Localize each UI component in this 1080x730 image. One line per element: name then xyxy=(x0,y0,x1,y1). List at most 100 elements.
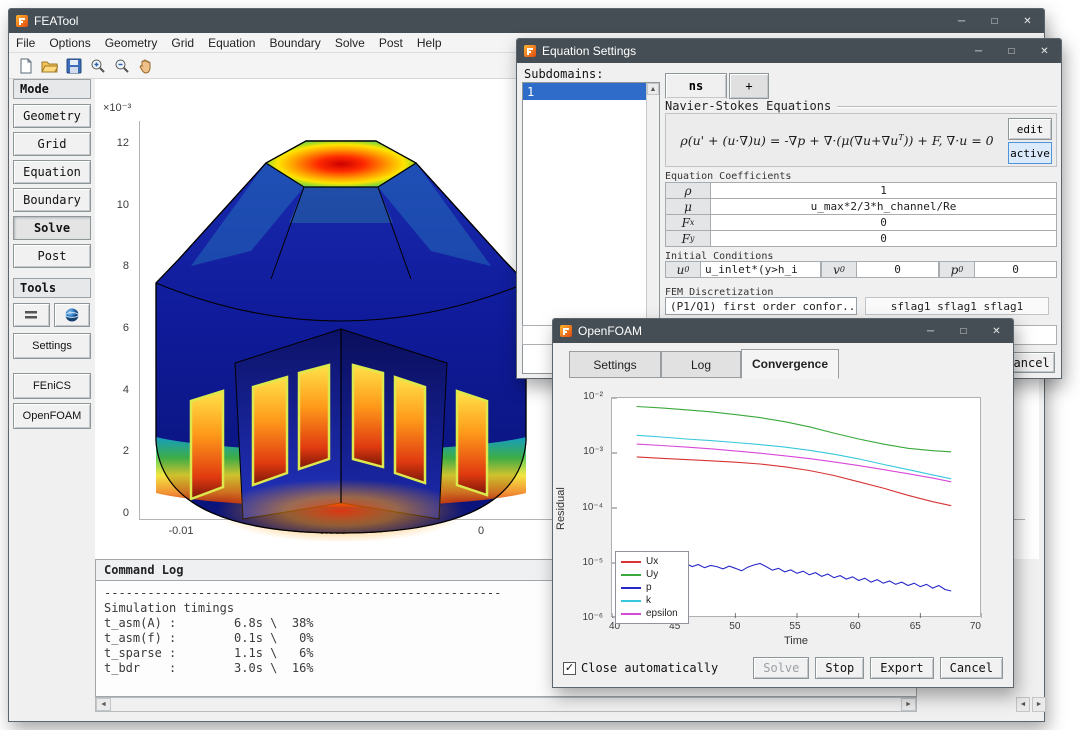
pan-icon[interactable] xyxy=(134,55,157,77)
equation-tool-button[interactable] xyxy=(13,303,50,327)
close-icon[interactable]: ✕ xyxy=(1040,45,1049,57)
close-automatically-checkbox[interactable]: ✓ xyxy=(563,661,576,675)
tab-add-equation[interactable]: + xyxy=(729,73,769,99)
close-automatically-label: Close automatically xyxy=(581,661,719,675)
rho-symbol: ρ xyxy=(665,182,711,199)
sidebar-item-equation[interactable]: Equation xyxy=(13,160,91,184)
fem-shape-function-dropdown[interactable]: (P1/Q1) first order confor... xyxy=(665,297,857,315)
menu-equation[interactable]: Equation xyxy=(208,35,256,50)
zoom-out-icon[interactable] xyxy=(110,55,133,77)
sidebar-item-post[interactable]: Post xyxy=(13,244,91,268)
log-line: t_bdr : 3.0s \ 16% xyxy=(104,661,314,675)
rho-value-field[interactable]: 1 xyxy=(711,182,1057,199)
log-line: t_asm(A) : 6.8s \ 38% xyxy=(104,616,314,630)
mu-value-field[interactable]: u_max*2/3*h_channel/Re xyxy=(711,198,1057,215)
close-icon[interactable]: ✕ xyxy=(1023,15,1032,27)
maximize-icon[interactable]: □ xyxy=(991,15,998,27)
minimize-icon[interactable]: ─ xyxy=(957,15,966,27)
log-horizontal-scrollbar[interactable]: ◄ ► xyxy=(95,697,917,712)
tab-log[interactable]: Log xyxy=(661,351,741,378)
equation-display-panel: ρ(u' + (u·∇)u) = -∇p + ∇·(μ(∇u+∇uT)) + F… xyxy=(665,113,1057,167)
fenics-button[interactable]: FEniCS xyxy=(13,373,91,399)
openfoam-button[interactable]: OpenFOAM xyxy=(13,403,91,429)
menu-options[interactable]: Options xyxy=(49,35,91,50)
tools-header: Tools xyxy=(13,278,91,298)
listbox-scrollbar[interactable]: ▲ xyxy=(646,83,659,373)
p0-value-field[interactable]: 0 xyxy=(975,261,1057,278)
subdomain-list-item-selected[interactable]: 1 xyxy=(523,83,646,100)
scroll-right-icon[interactable]: ► xyxy=(901,698,916,711)
coefficient-row-mu: μ u_max*2/3*h_channel/Re xyxy=(665,198,1057,215)
heat-exchanger-3d-model xyxy=(155,140,527,541)
cancel-button[interactable]: Cancel xyxy=(939,657,1003,679)
settings-button[interactable]: Settings xyxy=(13,333,91,359)
y-tick: 2 xyxy=(122,445,129,458)
save-icon[interactable] xyxy=(62,55,85,77)
sidebar: Mode Geometry Grid Equation Boundary Sol… xyxy=(12,79,94,433)
u0-value-field[interactable]: u_inlet*(y>h_i xyxy=(701,261,821,278)
edit-equation-button[interactable]: edit xyxy=(1008,118,1052,140)
y-tick: 10⁻⁶ xyxy=(582,612,603,623)
app-icon xyxy=(524,45,536,57)
y-tick: 10⁻² xyxy=(583,391,603,402)
fy-value-field[interactable]: 0 xyxy=(711,230,1057,247)
sidebar-item-geometry[interactable]: Geometry xyxy=(13,104,91,128)
cancel-button[interactable]: Cancel xyxy=(1001,352,1055,373)
minimize-icon[interactable]: ─ xyxy=(974,45,983,57)
equation-dialog-titlebar[interactable]: Equation Settings ─ □ ✕ xyxy=(517,39,1061,63)
export-button[interactable]: Export xyxy=(870,657,934,679)
close-icon[interactable]: ✕ xyxy=(992,325,1001,337)
mode-header: Mode xyxy=(13,79,91,99)
menu-boundary[interactable]: Boundary xyxy=(269,35,321,50)
solve-button[interactable]: Solve xyxy=(753,657,810,679)
maximize-icon[interactable]: □ xyxy=(960,325,967,337)
ux-line-sample xyxy=(621,560,641,563)
scroll-left-icon[interactable]: ◄ xyxy=(1016,697,1030,712)
group-title-text: Navier-Stokes Equations xyxy=(665,99,832,113)
y-tick: 10 xyxy=(116,198,129,211)
zoom-in-icon[interactable] xyxy=(86,55,109,77)
maximize-icon[interactable]: □ xyxy=(1008,45,1015,57)
uy-line-sample xyxy=(621,573,641,576)
stop-button[interactable]: Stop xyxy=(815,657,865,679)
x-tick: 55 xyxy=(789,621,801,632)
fem-discretization-label: FEM Discretization xyxy=(665,287,774,298)
active-equation-button[interactable]: active xyxy=(1008,142,1052,164)
time-axis-label: Time xyxy=(783,635,809,647)
openfoam-titlebar[interactable]: OpenFOAM ─ □ ✕ xyxy=(553,319,1013,343)
minimize-icon[interactable]: ─ xyxy=(926,325,935,337)
sidebar-item-solve[interactable]: Solve xyxy=(13,216,91,240)
plot-legend: Ux Uy p k epsilon xyxy=(615,551,689,624)
y-tick: 4 xyxy=(122,383,129,396)
command-log-title: Command Log xyxy=(104,563,184,577)
y-tick: 10⁻⁴ xyxy=(582,501,603,513)
open-icon[interactable] xyxy=(38,55,61,77)
x-tick: 50 xyxy=(729,621,741,632)
menu-post[interactable]: Post xyxy=(378,35,403,50)
tab-ns[interactable]: ns xyxy=(665,73,727,99)
menu-geometry[interactable]: Geometry xyxy=(104,35,158,50)
y-axis-exponent-label: ×10⁻³ xyxy=(103,102,132,114)
fx-value-field[interactable]: 0 xyxy=(711,214,1057,231)
fem-sflag-field[interactable]: sflag1 sflag1 sflag1 xyxy=(865,297,1049,315)
legend-label: epsilon xyxy=(646,608,678,619)
scroll-left-icon[interactable]: ◄ xyxy=(96,698,111,711)
tab-settings[interactable]: Settings xyxy=(569,351,661,378)
sidebar-item-boundary[interactable]: Boundary xyxy=(13,188,91,212)
scroll-right-icon[interactable]: ► xyxy=(1032,697,1046,712)
v0-value-field[interactable]: 0 xyxy=(857,261,939,278)
x-tick: 60 xyxy=(849,621,861,632)
menu-file[interactable]: File xyxy=(16,35,36,50)
main-titlebar[interactable]: FEATool ─ □ ✕ xyxy=(9,9,1044,33)
tab-convergence[interactable]: Convergence xyxy=(741,349,839,379)
menu-help[interactable]: Help xyxy=(416,35,442,50)
sidebar-item-grid[interactable]: Grid xyxy=(13,132,91,156)
scroll-up-icon[interactable]: ▲ xyxy=(647,83,659,95)
menu-solve[interactable]: Solve xyxy=(334,35,365,50)
y-axis-tick-labels: 12 10 8 6 4 2 0 xyxy=(97,137,135,519)
menu-grid[interactable]: Grid xyxy=(171,35,195,50)
new-icon[interactable] xyxy=(14,55,37,77)
app-icon xyxy=(560,325,572,337)
multiphysics-tool-button[interactable] xyxy=(53,303,90,327)
